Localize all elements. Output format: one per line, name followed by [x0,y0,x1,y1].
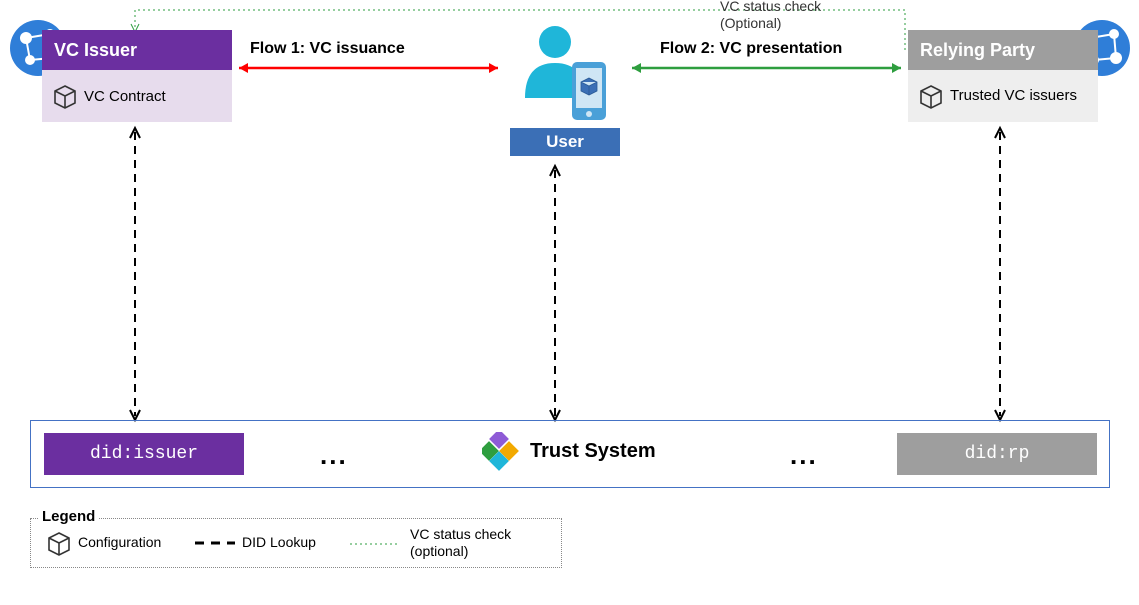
did-issuer-box: did:issuer [44,433,244,475]
legend-status-label: VC status check (optional) [410,526,511,560]
trust-system-label: Trust System [530,440,656,463]
legend-did-label: DID Lookup [242,534,316,550]
issuer-title: VC Issuer [42,30,232,70]
dots-left: ... [320,440,348,471]
cube-icon [46,530,72,556]
user-block: User [500,18,630,156]
flow1-label: Flow 1: VC issuance [250,40,405,58]
relying-party-block: Relying Party Trusted VC issuers [908,30,1098,122]
flow1-arrow [232,60,505,76]
status-check-label: VC status check (Optional) [720,0,821,32]
legend-dotted-icon [350,542,400,546]
relying-party-title: Relying Party [908,30,1098,70]
did-rp-box: did:rp [897,433,1097,475]
relying-party-body-text: Trusted VC issuers [950,87,1077,104]
flow2-arrow [625,60,908,76]
cube-icon [52,83,78,109]
flow2-label: Flow 2: VC presentation [660,40,842,58]
trust-cubes-icon [482,432,524,474]
dots-right: ... [790,440,818,471]
issuer-body-text: VC Contract [84,88,166,105]
legend-title: Legend [38,508,99,525]
cube-icon [918,83,944,109]
user-icon [510,18,620,128]
issuer-block: VC Issuer VC Contract [42,30,232,122]
legend-dash-icon [195,540,235,546]
relying-party-body: Trusted VC issuers [908,70,1098,122]
issuer-body: VC Contract [42,70,232,122]
user-label: User [510,128,620,156]
legend-config-label: Configuration [78,534,161,550]
